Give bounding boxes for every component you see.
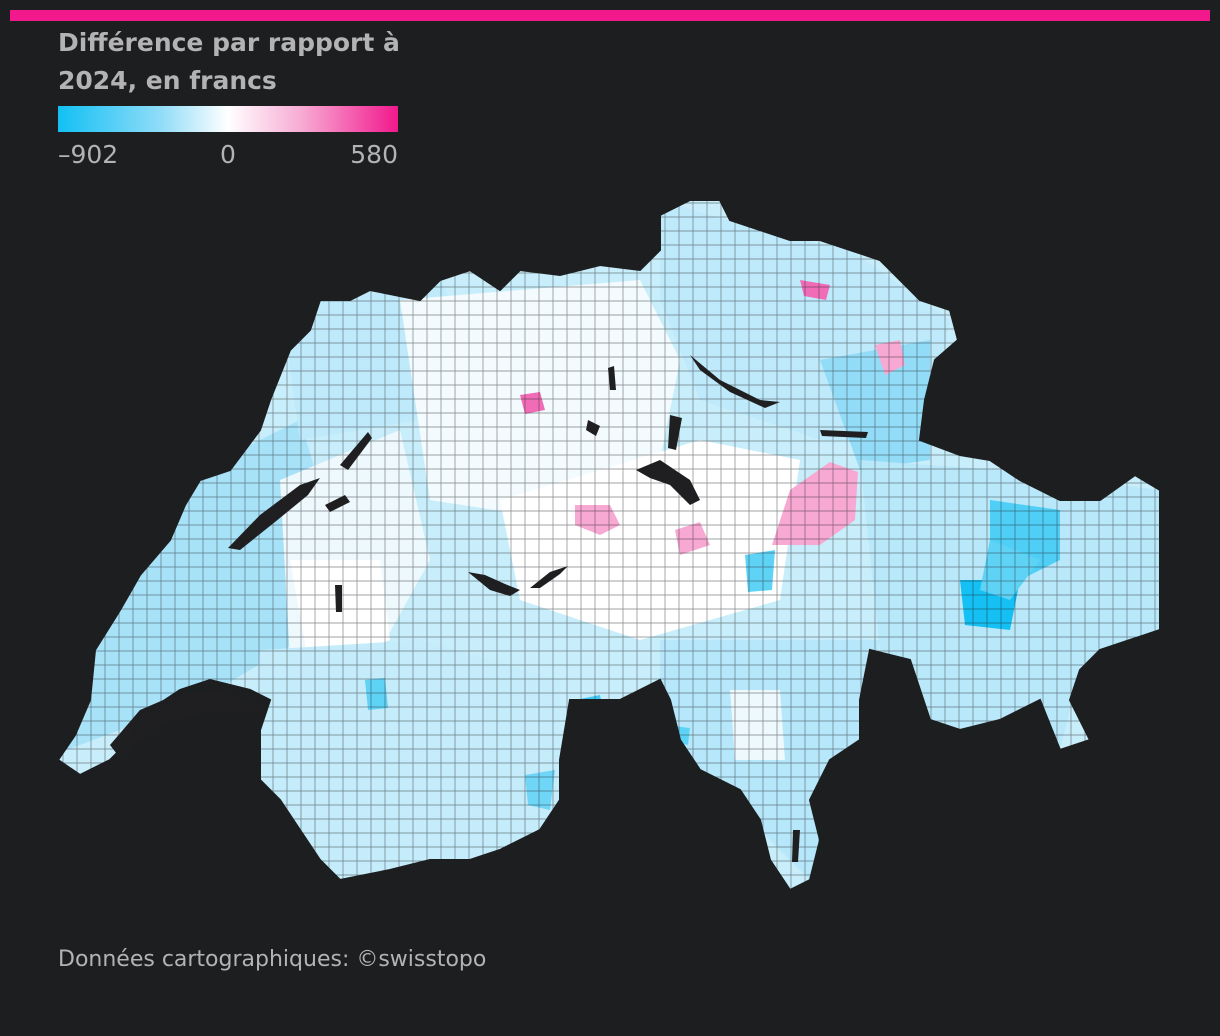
legend-title-line2: 2024, en francs bbox=[58, 66, 277, 95]
lake-lucerne bbox=[636, 460, 700, 505]
lake-hallwil bbox=[608, 366, 616, 390]
lake-biel bbox=[340, 432, 372, 470]
lake-gruyere bbox=[335, 585, 342, 612]
lake-zurich bbox=[690, 355, 780, 408]
accent-bar bbox=[10, 10, 1210, 21]
source-credit: Données cartographiques: ©swisstopo bbox=[58, 947, 487, 972]
legend-title: Différence par rapport à 2024, en francs bbox=[58, 24, 418, 100]
municipality-borders bbox=[58, 200, 1160, 890]
lake-thun bbox=[468, 572, 520, 596]
municipality-regions bbox=[58, 200, 1160, 890]
legend-min-label: –902 bbox=[58, 140, 119, 169]
lake-sempach bbox=[586, 420, 600, 436]
lake-brienz bbox=[530, 566, 568, 588]
color-scale-bar bbox=[58, 106, 398, 132]
lake-zug bbox=[668, 415, 682, 450]
lake-neuchatel bbox=[228, 478, 320, 550]
legend-title-line1: Différence par rapport à bbox=[58, 28, 400, 57]
lake-murten bbox=[325, 495, 350, 512]
lake-lugano bbox=[792, 830, 800, 862]
lake-walen bbox=[820, 430, 868, 438]
legend-mid-label: 0 bbox=[220, 140, 236, 169]
lake-geneva bbox=[110, 690, 262, 758]
lakes bbox=[110, 355, 868, 862]
legend-max-label: 580 bbox=[350, 140, 398, 169]
